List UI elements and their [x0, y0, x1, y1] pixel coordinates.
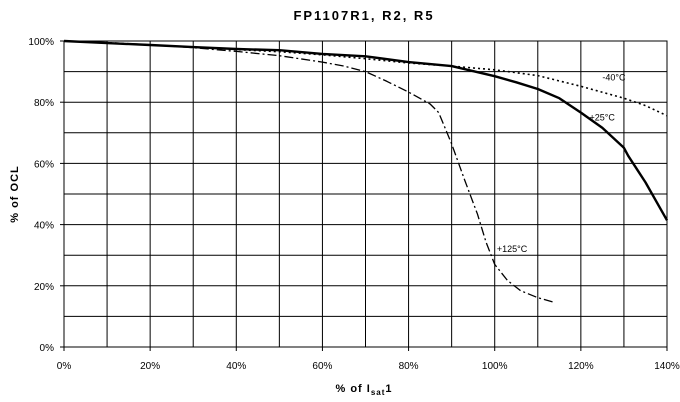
series-annotation: +25°C — [589, 113, 615, 123]
x-tick-label: 40% — [226, 361, 246, 372]
series-annotation: +125°C — [497, 244, 528, 254]
y-tick-label: 40% — [34, 221, 54, 232]
series-annotation: -40°C — [602, 73, 626, 83]
x-tick-label: 20% — [140, 361, 160, 372]
axis-ticks: 0% 20% 40% 60% 80% 100% 120% 140% 0% 20% 40% 60% 80%… — [28, 37, 679, 372]
x-tick-label: 0% — [57, 361, 72, 372]
x-axis-label: % of Isat1 — [335, 383, 392, 397]
series-line-25c — [63, 39, 669, 221]
x-tick-label: 60% — [312, 361, 332, 372]
series-annotations: -40°C +25°C +125°C — [497, 73, 626, 254]
series-lines — [63, 39, 669, 304]
y-axis-label: % of OCL — [9, 165, 21, 223]
y-tick-label: 0% — [40, 343, 55, 354]
series-line-125c — [63, 40, 556, 304]
y-tick-label: 20% — [34, 282, 54, 293]
chart-title: FP1107R1, R2, R5 — [293, 8, 434, 23]
plot-area-border — [63, 40, 668, 348]
series-line-40c — [63, 40, 668, 117]
y-tick-label: 100% — [28, 37, 54, 48]
y-tick-label: 60% — [34, 159, 54, 170]
x-tick-label: 140% — [654, 361, 680, 372]
y-tick-label: 80% — [34, 98, 54, 109]
chart-grid — [64, 41, 667, 347]
x-tick-label: 80% — [399, 361, 419, 372]
x-tick-label: 100% — [482, 361, 508, 372]
x-tick-label: 120% — [568, 361, 594, 372]
